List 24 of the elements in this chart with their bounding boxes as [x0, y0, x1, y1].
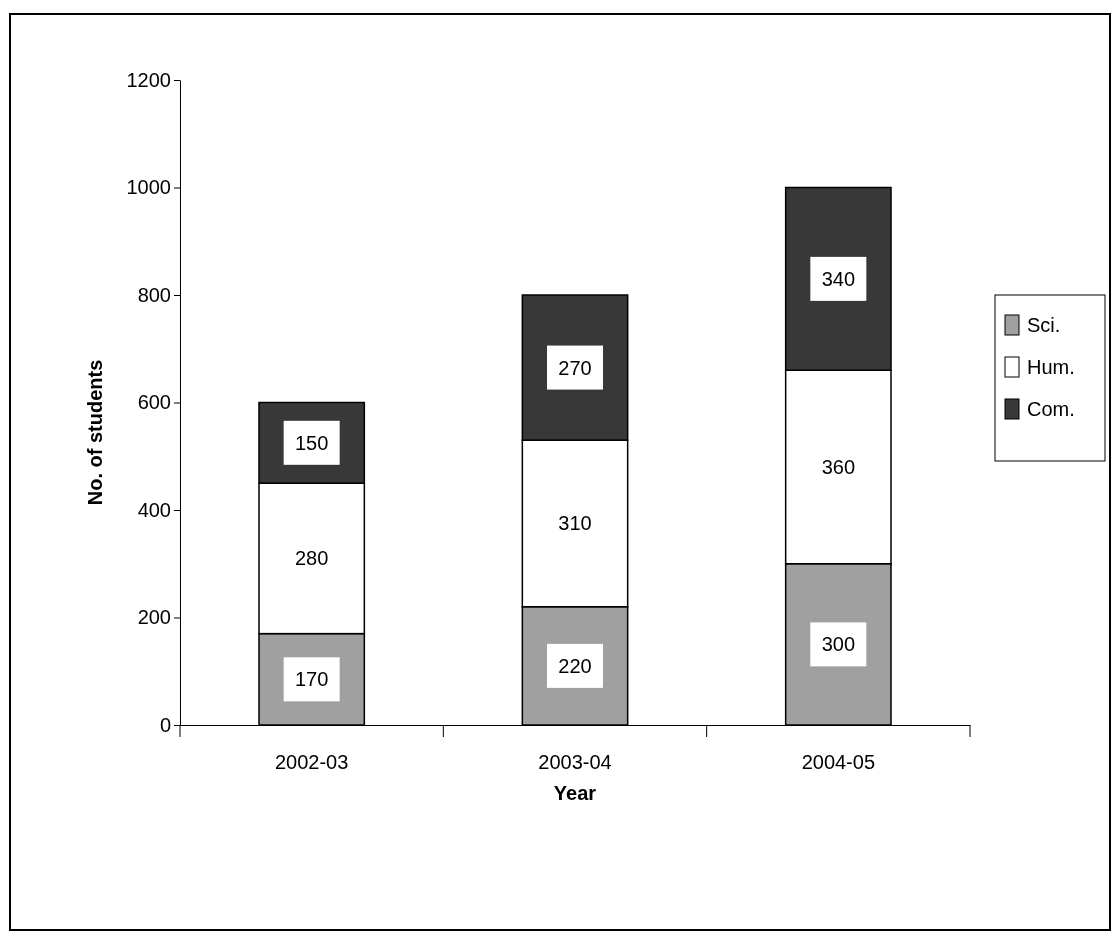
- y-tick-label: 600: [137, 391, 171, 414]
- y-tick-label: 400: [137, 498, 171, 521]
- x-tick-label: 2004-05: [801, 751, 876, 774]
- x-tick-label: 2003-04: [538, 751, 612, 774]
- y-axis-title: No. of students: [84, 359, 106, 506]
- y-tick-label: 200: [137, 606, 171, 629]
- y-tick-label: 800: [137, 283, 171, 306]
- data-label: 150: [294, 431, 329, 454]
- data-label: 300: [821, 633, 856, 656]
- data-label: 310: [558, 512, 592, 535]
- y-tick-label: 0: [159, 713, 171, 736]
- legend-label: Hum.: [1027, 356, 1075, 378]
- x-axis-title: Year: [553, 782, 597, 804]
- legend-label: Com.: [1027, 398, 1075, 420]
- data-label: 360: [821, 456, 856, 478]
- data-label: 280: [294, 547, 329, 570]
- data-label: 340: [821, 267, 856, 290]
- x-tick-label: 2002-03: [274, 751, 349, 774]
- data-label: 220: [558, 654, 592, 677]
- y-tick-label: 1000: [126, 176, 171, 199]
- data-label: 170: [294, 668, 329, 691]
- data-label: 270: [558, 356, 592, 379]
- legend-label: Sci.: [1027, 314, 1061, 336]
- y-tick-label: 1200: [126, 68, 171, 91]
